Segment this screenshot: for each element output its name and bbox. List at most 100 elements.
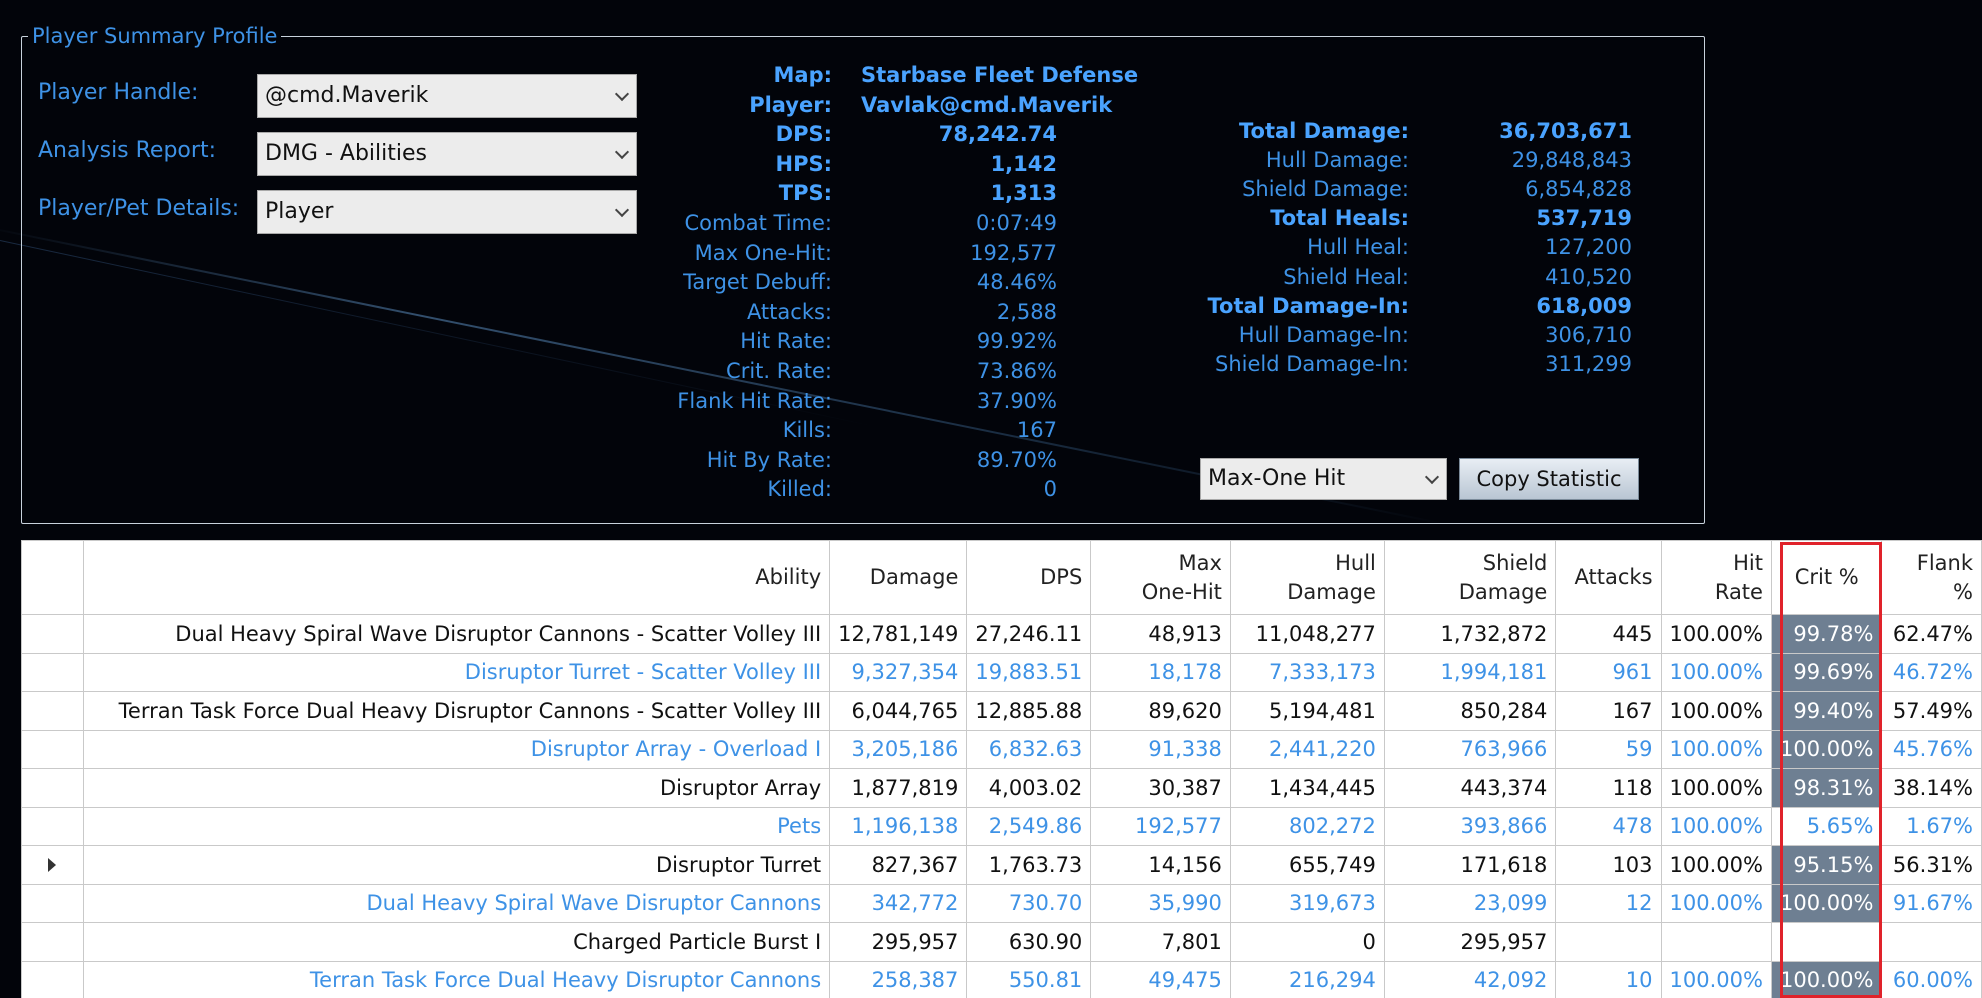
table-cell[interactable]: 319,673 xyxy=(1229,883,1385,923)
table-cell[interactable]: 2,441,220 xyxy=(1229,729,1385,769)
table-cell[interactable]: 445 xyxy=(1555,614,1662,654)
row-header-cell[interactable] xyxy=(21,806,84,846)
table-cell[interactable]: 167 xyxy=(1555,691,1662,731)
table-cell[interactable]: 99.78% xyxy=(1770,614,1883,654)
player-handle-select[interactable]: @cmd.Maverik xyxy=(257,74,637,118)
table-cell[interactable]: 100.00% xyxy=(1770,960,1883,998)
ability-name-cell[interactable]: Terran Task Force Dual Heavy Disruptor C… xyxy=(82,960,831,998)
table-cell[interactable]: 1,877,819 xyxy=(829,768,968,808)
table-cell[interactable]: 118 xyxy=(1555,768,1662,808)
table-cell[interactable]: 0 xyxy=(1229,922,1385,962)
table-cell[interactable]: 100.00% xyxy=(1660,883,1772,923)
table-cell[interactable]: 100.00% xyxy=(1660,806,1772,846)
table-cell[interactable]: 12 xyxy=(1555,883,1662,923)
table-cell[interactable]: 443,374 xyxy=(1383,768,1557,808)
table-row[interactable]: Dual Heavy Spiral Wave Disruptor Cannons… xyxy=(21,883,1982,923)
table-cell[interactable]: 478 xyxy=(1555,806,1662,846)
column-header[interactable]: Attacks xyxy=(1555,540,1662,615)
table-cell[interactable]: 91,338 xyxy=(1090,729,1231,769)
row-header-cell[interactable] xyxy=(21,768,84,808)
table-cell[interactable]: 103 xyxy=(1555,845,1662,885)
table-cell[interactable]: 10 xyxy=(1555,960,1662,998)
table-cell[interactable]: 1.67% xyxy=(1881,806,1982,846)
column-header[interactable]: Crit % xyxy=(1770,540,1883,615)
ability-name-cell[interactable]: Terran Task Force Dual Heavy Disruptor C… xyxy=(82,691,831,731)
table-row[interactable]: Disruptor Turret - Scatter Volley III 9,3… xyxy=(21,652,1982,692)
table-cell[interactable]: 100.00% xyxy=(1660,652,1772,692)
table-cell[interactable]: 99.69% xyxy=(1770,652,1883,692)
table-cell[interactable]: 89,620 xyxy=(1090,691,1231,731)
table-cell[interactable]: 171,618 xyxy=(1383,845,1557,885)
ability-name-cell[interactable]: Dual Heavy Spiral Wave Disruptor Cannons… xyxy=(82,614,831,654)
column-header[interactable]: Damage xyxy=(829,540,968,615)
table-cell[interactable]: 100.00% xyxy=(1770,883,1883,923)
table-cell[interactable] xyxy=(1660,922,1772,962)
table-cell[interactable]: 100.00% xyxy=(1660,845,1772,885)
table-row[interactable]: Terran Task Force Dual Heavy Disruptor C… xyxy=(21,960,1982,998)
table-cell[interactable]: 100.00% xyxy=(1660,729,1772,769)
statistic-select[interactable]: Max-One Hit xyxy=(1200,458,1447,500)
table-cell[interactable]: 45.76% xyxy=(1881,729,1982,769)
table-cell[interactable]: 3,205,186 xyxy=(829,729,968,769)
table-row[interactable]: Charged Particle Burst I 295,957 630.90 7,8… xyxy=(21,922,1982,962)
table-cell[interactable]: 100.00% xyxy=(1660,960,1772,998)
table-cell[interactable]: 192,577 xyxy=(1090,806,1231,846)
row-header-cell[interactable] xyxy=(21,652,84,692)
column-header[interactable]: Shield Damage xyxy=(1383,540,1557,615)
table-cell[interactable]: 38.14% xyxy=(1881,768,1982,808)
table-cell[interactable]: 12,781,149 xyxy=(829,614,968,654)
table-cell[interactable]: 5,194,481 xyxy=(1229,691,1385,731)
ability-name-cell[interactable]: Disruptor Turret xyxy=(82,845,831,885)
column-header[interactable]: Ability xyxy=(82,540,831,615)
ability-name-cell[interactable]: Disruptor Array xyxy=(82,768,831,808)
table-cell[interactable]: 27,246.11 xyxy=(966,614,1092,654)
table-cell[interactable]: 59 xyxy=(1555,729,1662,769)
table-row[interactable]: Disruptor Array 1,877,819 4,003.02 30,387 1,… xyxy=(21,768,1982,808)
table-cell[interactable]: 1,732,872 xyxy=(1383,614,1557,654)
row-header-cell[interactable] xyxy=(21,960,84,998)
table-cell[interactable]: 57.49% xyxy=(1881,691,1982,731)
table-cell[interactable]: 56.31% xyxy=(1881,845,1982,885)
table-cell[interactable] xyxy=(1555,922,1662,962)
ability-name-cell[interactable]: Charged Particle Burst I xyxy=(82,922,831,962)
table-cell[interactable]: 100.00% xyxy=(1660,614,1772,654)
column-header[interactable]: Hit Rate xyxy=(1660,540,1772,615)
copy-statistic-button[interactable]: Copy Statistic xyxy=(1459,458,1639,500)
table-cell[interactable]: 11,048,277 xyxy=(1229,614,1385,654)
table-cell[interactable]: 550.81 xyxy=(966,960,1092,998)
table-cell[interactable]: 7,333,173 xyxy=(1229,652,1385,692)
table-cell[interactable]: 802,272 xyxy=(1229,806,1385,846)
table-cell[interactable]: 6,832.63 xyxy=(966,729,1092,769)
row-header-cell[interactable] xyxy=(21,922,84,962)
table-cell[interactable]: 258,387 xyxy=(829,960,968,998)
table-cell[interactable]: 100.00% xyxy=(1660,768,1772,808)
table-cell[interactable]: 295,957 xyxy=(1383,922,1557,962)
table-cell[interactable]: 12,885.88 xyxy=(966,691,1092,731)
table-row[interactable]: Disruptor Turret 827,367 1,763.73 14,156 655… xyxy=(21,845,1982,885)
table-cell[interactable]: 295,957 xyxy=(829,922,968,962)
table-cell[interactable]: 630.90 xyxy=(966,922,1092,962)
table-row[interactable]: Dual Heavy Spiral Wave Disruptor Cannons… xyxy=(21,614,1982,654)
column-header[interactable]: Hull Damage xyxy=(1229,540,1385,615)
table-row[interactable]: Disruptor Array - Overload I 3,205,186 6,8… xyxy=(21,729,1982,769)
row-header-cell[interactable] xyxy=(21,845,84,885)
table-cell[interactable]: 2,549.86 xyxy=(966,806,1092,846)
table-cell[interactable]: 46.72% xyxy=(1881,652,1982,692)
table-cell[interactable]: 1,994,181 xyxy=(1383,652,1557,692)
row-header-cell[interactable] xyxy=(21,883,84,923)
ability-name-cell[interactable]: Disruptor Turret - Scatter Volley III xyxy=(82,652,831,692)
table-cell[interactable]: 35,990 xyxy=(1090,883,1231,923)
table-cell[interactable]: 342,772 xyxy=(829,883,968,923)
table-cell[interactable]: 48,913 xyxy=(1090,614,1231,654)
table-cell[interactable]: 49,475 xyxy=(1090,960,1231,998)
table-cell[interactable]: 91.67% xyxy=(1881,883,1982,923)
column-header[interactable]: DPS xyxy=(966,540,1092,615)
row-header-cell[interactable] xyxy=(21,729,84,769)
table-cell[interactable]: 393,866 xyxy=(1383,806,1557,846)
table-cell[interactable]: 19,883.51 xyxy=(966,652,1092,692)
table-cell[interactable]: 14,156 xyxy=(1090,845,1231,885)
table-cell[interactable]: 827,367 xyxy=(829,845,968,885)
table-cell[interactable]: 100.00% xyxy=(1660,691,1772,731)
table-cell[interactable]: 95.15% xyxy=(1770,845,1883,885)
table-cell[interactable]: 655,749 xyxy=(1229,845,1385,885)
